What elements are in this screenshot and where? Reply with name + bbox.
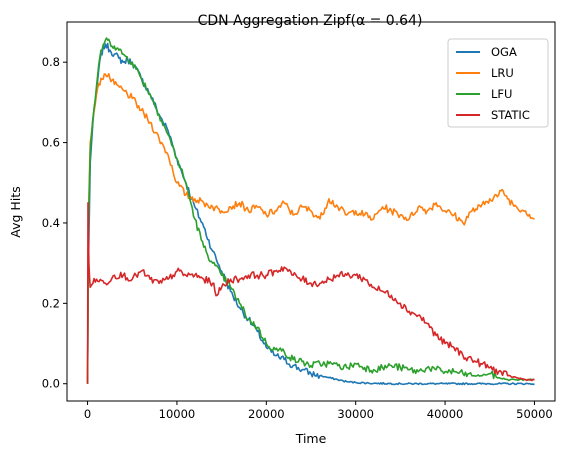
series-line-lfu xyxy=(86,37,535,384)
legend-label-lru: LRU xyxy=(491,66,514,80)
series-line-static xyxy=(86,202,535,384)
legend: OGA LRU LFU STATIC xyxy=(447,38,549,128)
y-tick-label: 0.2 xyxy=(42,296,60,310)
x-tick-label: 30000 xyxy=(337,407,374,421)
series-line-lru xyxy=(86,72,535,384)
x-tick-label: 40000 xyxy=(427,407,464,421)
x-tick-label: 10000 xyxy=(159,407,196,421)
legend-label-static: STATIC xyxy=(491,108,530,122)
x-axis-label: Time xyxy=(295,431,327,446)
plot-frame xyxy=(66,21,556,402)
y-tick-label: 0.8 xyxy=(42,55,60,69)
chart-title: CDN Aggregation Zipf(α = 0.64) xyxy=(198,13,423,29)
y-tick-label: 0.4 xyxy=(42,216,60,230)
plot-area xyxy=(86,37,535,386)
y-axis-label: Avg Hits xyxy=(8,186,23,237)
y-axis: 0.0 0.2 0.4 0.6 0.8 xyxy=(42,55,67,391)
legend-box xyxy=(447,38,549,128)
x-axis: 0 10000 20000 30000 40000 50000 xyxy=(84,401,553,421)
y-tick-label: 0.0 xyxy=(42,377,60,391)
x-tick-label: 20000 xyxy=(248,407,285,421)
legend-label-lfu: LFU xyxy=(491,87,512,101)
x-tick-label: 0 xyxy=(84,407,91,421)
legend-label-oga: OGA xyxy=(491,45,517,59)
y-tick-label: 0.6 xyxy=(42,136,60,150)
x-tick-label: 50000 xyxy=(516,407,553,421)
